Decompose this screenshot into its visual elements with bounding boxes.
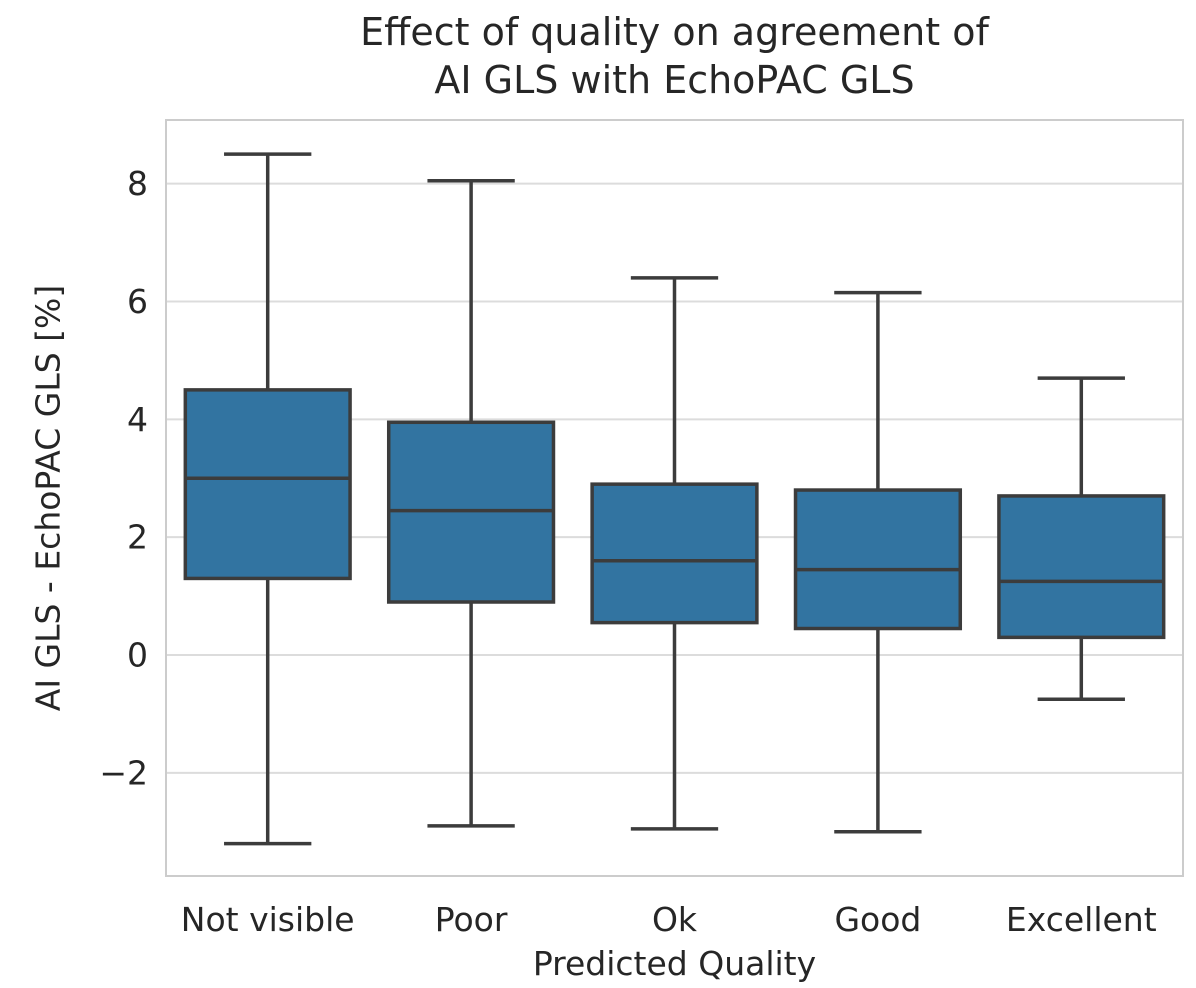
box-not-visible [183, 152, 352, 846]
chart-title: Effect of quality on agreement of AI GLS… [360, 10, 989, 102]
x-tick-label-ok: Ok [652, 900, 698, 939]
y-tick-label-2: 2 [127, 518, 148, 557]
y-tick-label-4: 4 [127, 400, 148, 439]
y-axis-label: AI GLS - EchoPAC GLS [%] [28, 284, 68, 712]
axes-spines [165, 119, 1184, 877]
x-tick-label-not-visible: Not visible [181, 900, 355, 939]
y-tick-label-0: 0 [127, 636, 148, 675]
box-good [793, 290, 963, 834]
box-poor [386, 178, 556, 828]
box-excellent [997, 376, 1166, 701]
iqr-box [590, 482, 759, 625]
x-tick-label-good: Good [834, 900, 921, 939]
y-tick-label-6: 6 [127, 282, 148, 321]
box-ok [590, 276, 759, 831]
x-tick-label-poor: Poor [435, 900, 508, 939]
x-tick-label-excellent: Excellent [1006, 900, 1157, 939]
iqr-box [793, 488, 963, 631]
x-axis-label: Predicted Quality [532, 944, 817, 983]
iqr-box [997, 494, 1166, 640]
iqr-box [183, 388, 352, 581]
y-tick-label--2: −2 [99, 753, 148, 792]
y-tick-label-8: 8 [127, 164, 148, 203]
